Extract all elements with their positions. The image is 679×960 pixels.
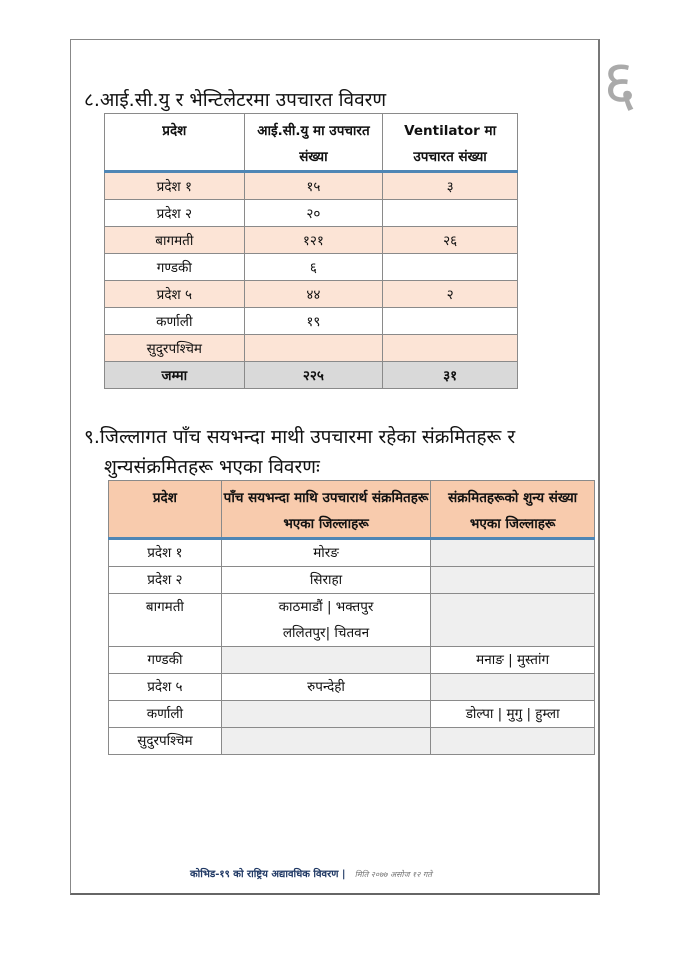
- table-row: सुदुरपश्चिम: [108, 727, 595, 755]
- table-row: बागमती १२१ २६: [104, 226, 518, 254]
- table-cell: ३१: [382, 361, 518, 389]
- footer: कोभिड-१९ को राष्ट्रिय अद्यावधिक विवरण | …: [190, 866, 432, 880]
- table-cell: सिराहा: [220, 566, 432, 594]
- header-zero-infection-districts: संक्रमितहरूको शुन्य संख्या भएका जिल्लाहर…: [430, 480, 595, 540]
- table-row: प्रदेश २ २०: [104, 199, 518, 227]
- table-cell: मनाङ | मुस्तांग: [430, 646, 595, 674]
- table-cell: कर्णाली: [108, 700, 222, 728]
- total-row: जम्मा २२५ ३१: [104, 361, 518, 389]
- table-cell: मोरङ: [220, 538, 432, 567]
- section-9-heading-line1: ९.जिल्लागत पाँच सयभन्दा माथी उपचारमा रहे…: [84, 426, 516, 448]
- table-row: प्रदेश १ मोरङ: [108, 538, 595, 567]
- footer-title: कोभिड-१९ को राष्ट्रिय अद्यावधिक विवरण |: [190, 869, 346, 880]
- table-cell: [220, 727, 432, 755]
- table-cell: सुदुरपश्चिम: [104, 334, 245, 362]
- table-row: प्रदेश ५ ४४ २: [104, 280, 518, 308]
- table-cell: २०: [243, 199, 384, 227]
- table-row: कर्णाली डोल्पा | मुगु | हुम्ला: [108, 700, 595, 728]
- table-cell: [430, 673, 595, 701]
- table-row: गण्डकी मनाङ | मुस्तांग: [108, 646, 595, 674]
- page-frame: [70, 39, 600, 895]
- table-cell: प्रदेश ५: [108, 673, 222, 701]
- table-cell: [382, 334, 518, 362]
- table-cell: [243, 334, 384, 362]
- table-cell: २६: [382, 226, 518, 254]
- header-over-500-districts: पाँच सयभन्दा माथि उपचारार्थ संक्रमितहरू …: [220, 480, 432, 540]
- table-cell: गण्डकी: [104, 253, 245, 281]
- table-cell: काठमाडौं | भक्तपुर ललितपुर| चितवन: [220, 593, 432, 647]
- header-province: प्रदेश: [108, 480, 222, 540]
- table-cell: [220, 646, 432, 674]
- footer-date: मिति २०७७ असोज १२ गते: [354, 870, 432, 879]
- table-row: कर्णाली १९: [104, 307, 518, 335]
- header-icu: आई.सी.यु मा उपचारत संख्या: [243, 113, 384, 173]
- table-cell: जम्मा: [104, 361, 245, 389]
- table-cell: प्रदेश २: [104, 199, 245, 227]
- table-cell: [430, 538, 595, 567]
- table-cell: प्रदेश १: [108, 538, 222, 567]
- table-cell: [430, 593, 595, 647]
- table-cell: [382, 307, 518, 335]
- table-cell: सुदुरपश्चिम: [108, 727, 222, 755]
- table-cell: डोल्पा | मुगु | हुम्ला: [430, 700, 595, 728]
- table-cell: [430, 566, 595, 594]
- table-cell: ४४: [243, 280, 384, 308]
- table-cell: रुपन्देही: [220, 673, 432, 701]
- table-row: प्रदेश २ सिराहा: [108, 566, 595, 594]
- table-cell: गण्डकी: [108, 646, 222, 674]
- table-cell: [220, 700, 432, 728]
- table-cell: [382, 253, 518, 281]
- section-8-heading: ८.आई.सी.यु र भेन्टिलेटरमा उपचारत विवरण: [84, 89, 387, 111]
- header-province: प्रदेश: [104, 113, 245, 173]
- page-number: ६: [603, 47, 637, 121]
- table-row: गण्डकी ६: [104, 253, 518, 281]
- header-ventilator: Ventilator मा उपचारत संख्या: [382, 113, 518, 173]
- table-row: प्रदेश ५ रुपन्देही: [108, 673, 595, 701]
- district-table: प्रदेश पाँच सयभन्दा माथि उपचारार्थ संक्र…: [108, 480, 595, 755]
- table-row: प्रदेश १ १५ ३: [104, 171, 518, 200]
- table-cell: २२५: [243, 361, 384, 389]
- table-cell: प्रदेश ५: [104, 280, 245, 308]
- table-cell: ६: [243, 253, 384, 281]
- table-cell: बागमती: [104, 226, 245, 254]
- icu-ventilator-table: प्रदेश आई.सी.यु मा उपचारत संख्या Ventila…: [104, 113, 518, 389]
- section-9-heading-line2: शुन्यसंक्रमितहरू भएका विवरणः: [104, 456, 320, 478]
- table-row: बागमती काठमाडौं | भक्तपुर ललितपुर| चितवन: [108, 593, 595, 647]
- table-cell: ३: [382, 171, 518, 200]
- table-cell: प्रदेश १: [104, 171, 245, 200]
- table-cell: बागमती: [108, 593, 222, 647]
- table-row: सुदुरपश्चिम: [104, 334, 518, 362]
- table-cell: १२१: [243, 226, 384, 254]
- table-cell: १९: [243, 307, 384, 335]
- table-cell: [430, 727, 595, 755]
- table-cell: कर्णाली: [104, 307, 245, 335]
- table-cell: १५: [243, 171, 384, 200]
- table-cell: [382, 199, 518, 227]
- table-cell: प्रदेश २: [108, 566, 222, 594]
- table-cell: २: [382, 280, 518, 308]
